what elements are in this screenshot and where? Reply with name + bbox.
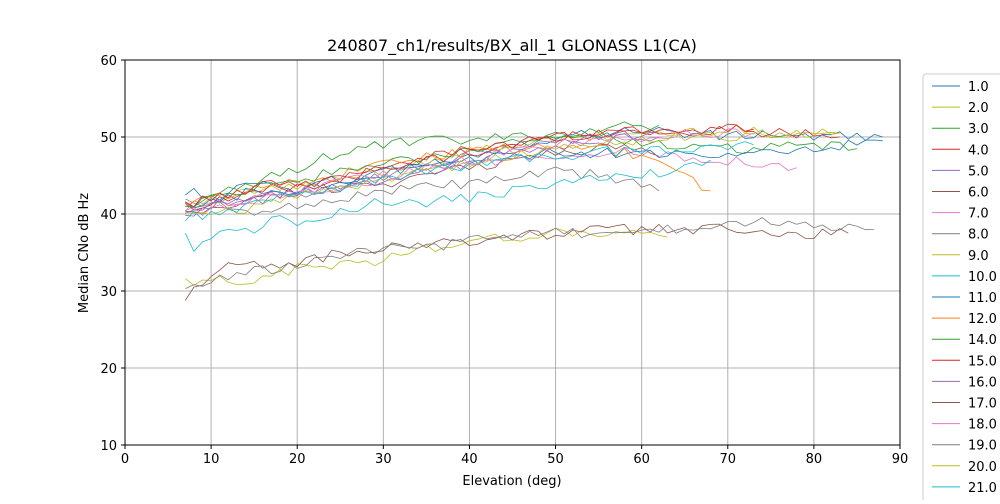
- legend-label: 20.0: [968, 460, 997, 475]
- series-line-3.0: [185, 131, 857, 207]
- x-tick-label: 80: [806, 452, 823, 467]
- x-tick-label: 90: [892, 452, 909, 467]
- legend-label: 18.0: [968, 418, 997, 433]
- legend-label: 8.0: [968, 228, 989, 243]
- x-tick-label: 30: [375, 452, 392, 467]
- legend-label: 1.0: [968, 80, 989, 95]
- x-tick-label: 20: [289, 452, 306, 467]
- series-line-10.0: [184, 159, 711, 252]
- plot-frame: [124, 59, 901, 446]
- series-line-9.0: [185, 227, 668, 286]
- y-tick-label: 10: [100, 439, 117, 454]
- legend-label: 9.0: [968, 249, 989, 264]
- legend-label: 7.0: [968, 207, 989, 222]
- series-line-16.0: [185, 133, 660, 214]
- y-tick-label: 50: [100, 131, 117, 146]
- legend-label: 16.0: [968, 375, 997, 390]
- x-tick-label: 60: [633, 452, 650, 467]
- series-line-12.0: [185, 143, 711, 208]
- y-tick-label: 30: [100, 285, 117, 300]
- y-tick-label: 60: [100, 54, 117, 69]
- x-tick-label: 40: [461, 452, 478, 467]
- y-tick-label: 20: [100, 362, 117, 377]
- legend-label: 6.0: [968, 186, 989, 201]
- x-axis-label: Elevation (deg): [462, 474, 561, 489]
- series-line-4.0: [185, 124, 754, 211]
- series-line-19.0: [185, 217, 875, 289]
- legend-label: 21.0: [968, 481, 997, 496]
- series-line-21.0: [185, 141, 754, 222]
- legend-label: 19.0: [968, 439, 997, 454]
- legend-label: 5.0: [968, 164, 989, 179]
- legend-label: 15.0: [968, 354, 997, 369]
- x-tick-label: 0: [121, 452, 129, 467]
- series-line-5.0: [185, 130, 659, 217]
- legend-box: [922, 73, 1000, 504]
- legend-label: 10.0: [968, 270, 997, 285]
- series-line-6.0: [185, 143, 660, 214]
- y-tick-label: 40: [100, 208, 117, 223]
- legend-label: 12.0: [968, 312, 997, 327]
- series-line-17.0: [184, 223, 849, 301]
- legend-label: 2.0: [968, 101, 989, 116]
- legend-label: 17.0: [968, 397, 997, 412]
- x-tick-label: 50: [547, 452, 564, 467]
- series-line-8.0: [185, 166, 660, 216]
- y-axis-label: Median CNo dB Hz: [77, 193, 92, 313]
- legend-label: 3.0: [968, 122, 989, 137]
- series-line-20.0: [185, 128, 840, 215]
- legend: 1.0 2.0 3.0 4.0 5.0 6.0 7.0 8.0 9.0 10.0 11.0 12.0 1…: [922, 73, 1000, 504]
- legend-label: 11.0: [968, 291, 997, 306]
- x-tick-label: 10: [203, 452, 220, 467]
- legend-label: 14.0: [968, 333, 997, 348]
- legend-label: 4.0: [968, 143, 989, 158]
- chart-title: 240807_ch1/results/BX_all_1 GLONASS L1(C…: [327, 36, 697, 56]
- ticks: 0 10 20 30 40 50 60 70 80 90 10 20 30 40 50 60: [100, 54, 908, 467]
- series-line-2.0: [185, 124, 840, 209]
- x-tick-label: 70: [720, 452, 737, 467]
- series-layer: [184, 121, 883, 301]
